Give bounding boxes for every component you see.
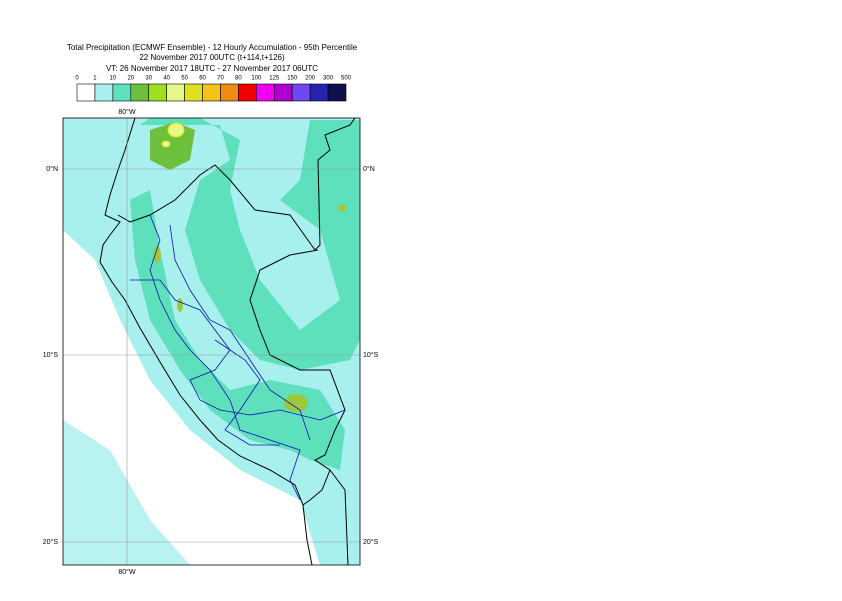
heavy-precip	[167, 122, 185, 138]
light-precip	[63, 420, 190, 565]
lon-label: 80°W	[118, 568, 136, 576]
legend-label: 10	[110, 76, 117, 82]
border	[249, 249, 346, 506]
legend-swatch	[309, 83, 329, 102]
coastline	[99, 118, 313, 565]
legend-label: 80	[235, 76, 242, 82]
legend-swatch	[184, 83, 203, 102]
lat-label: 10°S	[43, 351, 59, 359]
heavy-precip	[150, 122, 195, 170]
legend-swatch	[76, 83, 96, 102]
legend-swatch	[220, 83, 239, 102]
legend-label: 40	[163, 76, 170, 82]
heavy-precip	[177, 298, 183, 312]
legend-swatch	[256, 83, 275, 102]
legend-label: 50	[181, 76, 188, 82]
moderate-precip	[140, 118, 360, 370]
heavy-precip	[161, 140, 171, 148]
lat-label: 0°N	[363, 165, 375, 173]
legend-swatch	[273, 83, 293, 102]
legend-swatch	[148, 83, 167, 102]
legend-swatch	[94, 83, 114, 102]
legend-swatch	[112, 83, 132, 102]
legend-label: 1	[93, 76, 97, 82]
heavy-precip	[338, 204, 346, 212]
map-frame	[62, 117, 361, 566]
legend-label: 200	[305, 76, 316, 82]
heavy-precip	[284, 394, 308, 412]
legend-label: 150	[287, 76, 298, 82]
border	[329, 469, 349, 565]
title: Total Precipitation (ECMWF Ensemble) - 1…	[67, 43, 358, 52]
legend-label: 30	[145, 76, 152, 82]
legend-label: 20	[127, 76, 134, 82]
legend-label: 0	[75, 76, 79, 82]
legend: 0 1 10 20 30 40 50 60 70 80 100 125 150 200 300 500	[75, 76, 352, 102]
legend-label: 300	[323, 76, 334, 82]
valid-time: VT: 26 November 2017 18UTC - 27 November…	[106, 64, 318, 73]
lat-label: 20°S	[43, 538, 59, 546]
lon-label: 80°W	[118, 108, 136, 116]
border	[117, 118, 356, 251]
legend-swatch	[327, 83, 347, 102]
legend-label: 500	[341, 76, 352, 82]
subtitle: 22 November 2017 00UTC (t+114,t+126)	[139, 53, 285, 62]
admin-lines	[130, 214, 346, 501]
legend-label: 60	[199, 76, 206, 82]
legend-swatch	[130, 83, 150, 102]
lat-label: 0°N	[46, 165, 58, 173]
map	[63, 118, 360, 565]
legend-label: 100	[251, 76, 262, 82]
legend-label: 70	[217, 76, 224, 82]
legend-label: 125	[269, 76, 280, 82]
lat-label: 10°S	[363, 351, 379, 359]
legend-swatch	[202, 83, 221, 102]
legend-swatch	[291, 83, 311, 102]
legend-swatch	[166, 83, 185, 102]
lat-label: 20°S	[363, 538, 379, 546]
heavy-precip	[153, 247, 161, 263]
legend-swatch	[238, 83, 257, 102]
